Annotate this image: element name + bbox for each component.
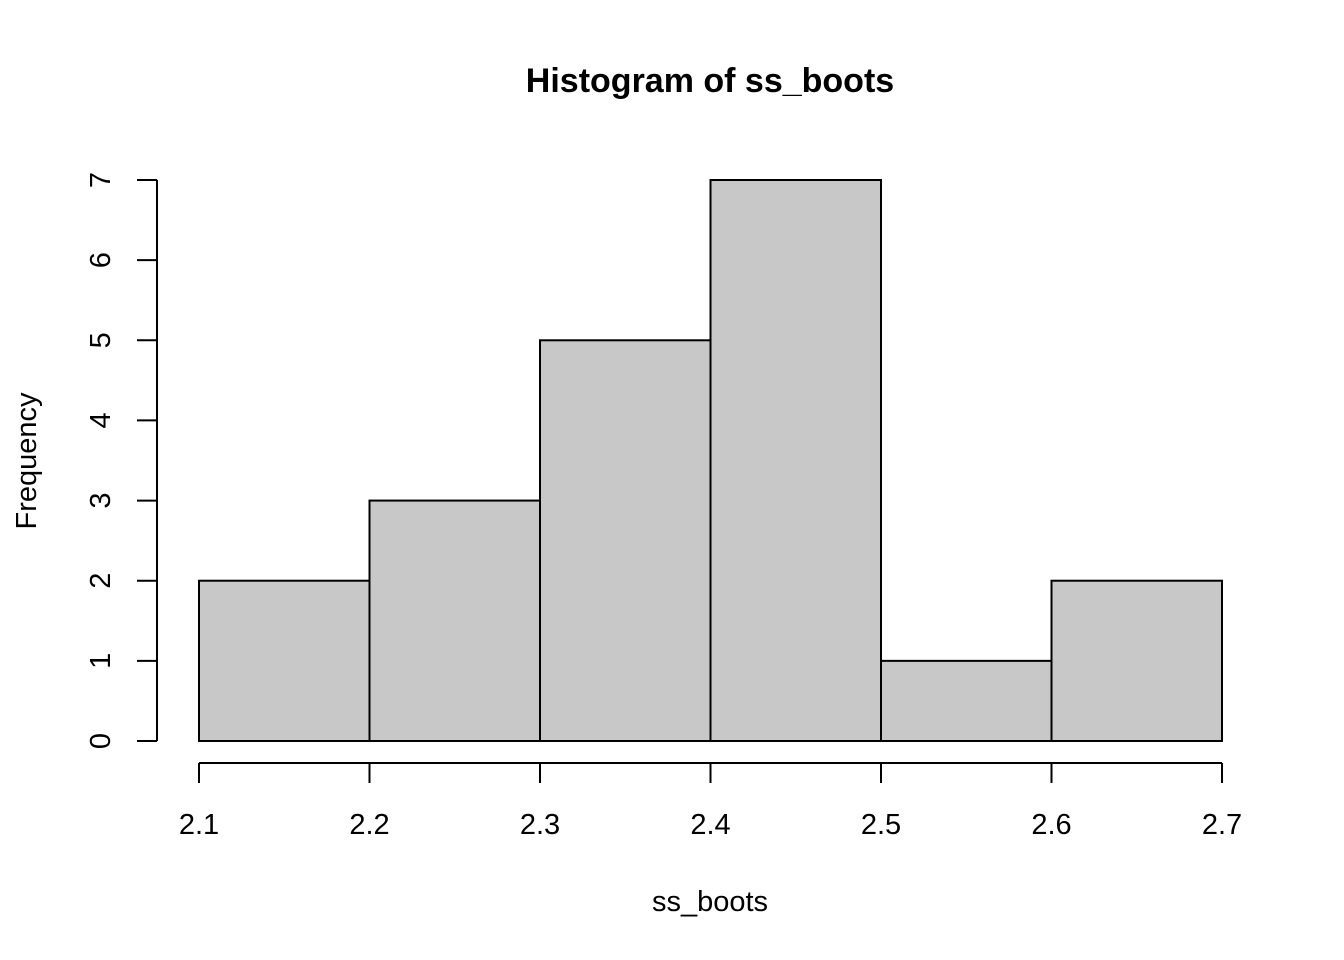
y-tick-label-7: 6 <box>85 252 117 268</box>
y-axis: 0 1 2 3 4 5 6 7 <box>85 172 158 749</box>
x-axis-label: ss_boots <box>652 886 768 918</box>
histogram-bar-4 <box>709 179 882 742</box>
x-axis: 2.1 2.2 2.3 2.4 2.5 2.6 2.7 <box>179 762 1242 841</box>
histogram-bar-3 <box>539 339 712 742</box>
x-tick-label-3: 2.3 <box>520 809 560 841</box>
y-tick-label-4: 3 <box>85 493 117 509</box>
histogram-bar-2 <box>368 499 541 743</box>
x-tick-label-5: 2.5 <box>861 809 901 841</box>
histogram-bar-5 <box>880 659 1053 742</box>
y-tick-label-6: 5 <box>85 332 117 348</box>
y-tick-label-3: 2 <box>85 573 117 589</box>
y-axis-label: Frequency <box>11 392 43 530</box>
y-tick-label-8: 7 <box>85 172 117 188</box>
x-tick-label-7: 2.7 <box>1202 809 1242 841</box>
y-tick-label-5: 4 <box>85 412 117 428</box>
chart-title: Histogram of ss_boots <box>526 62 894 100</box>
histogram-bar-1 <box>198 579 371 743</box>
y-tick-label-2: 1 <box>85 653 117 669</box>
x-tick-label-1: 2.1 <box>179 809 219 841</box>
x-tick-label-6: 2.6 <box>1031 809 1071 841</box>
bars-group <box>198 179 1223 743</box>
y-tick-label-1: 0 <box>85 733 117 749</box>
histogram-bar-6 <box>1050 579 1223 743</box>
x-tick-label-4: 2.4 <box>690 809 730 841</box>
x-tick-label-2: 2.2 <box>349 809 389 841</box>
